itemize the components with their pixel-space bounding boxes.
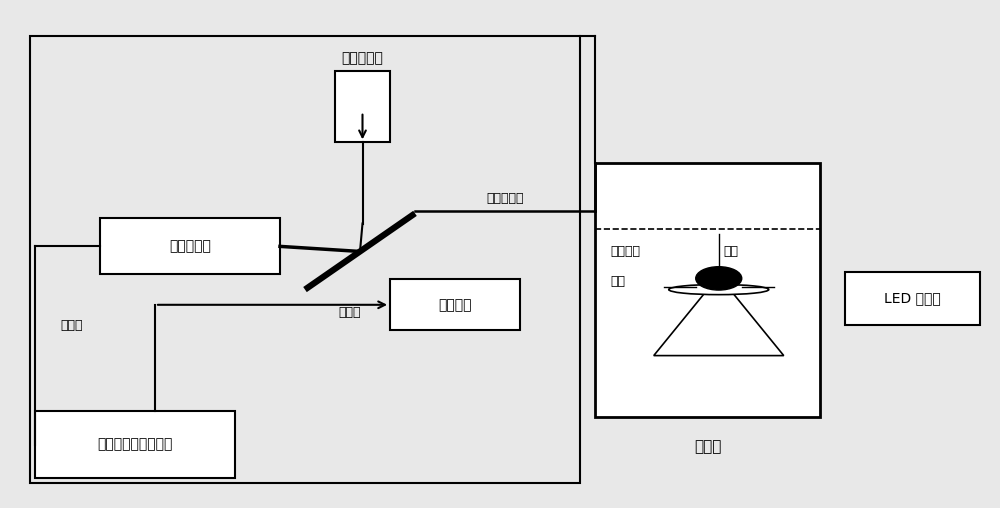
Bar: [845, 272, 980, 325]
Ellipse shape: [669, 284, 769, 295]
Text: 玻璃槽: 玻璃槽: [694, 439, 721, 455]
Text: 外触发: 外触发: [60, 319, 82, 332]
Text: 高速相机: 高速相机: [438, 298, 472, 312]
Bar: [335, 71, 390, 142]
Text: 光电探测器: 光电探测器: [342, 51, 383, 66]
Circle shape: [696, 267, 742, 290]
Text: 空泡: 空泡: [723, 245, 738, 258]
Bar: [100, 218, 280, 274]
Bar: [595, 163, 820, 417]
Text: 分束镜: 分束镜: [339, 306, 361, 319]
Text: 物质: 物质: [610, 275, 625, 289]
Bar: [30, 36, 580, 483]
Bar: [390, 279, 520, 330]
Text: 大芯径光纤: 大芯径光纤: [486, 192, 524, 205]
Text: 脉冲激光器: 脉冲激光器: [169, 239, 211, 253]
Text: LED 照明灯: LED 照明灯: [884, 292, 941, 305]
Text: 脉冲延迟控制发生器: 脉冲延迟控制发生器: [97, 437, 173, 452]
Text: 透明液体: 透明液体: [610, 245, 640, 258]
Bar: [35, 411, 235, 478]
